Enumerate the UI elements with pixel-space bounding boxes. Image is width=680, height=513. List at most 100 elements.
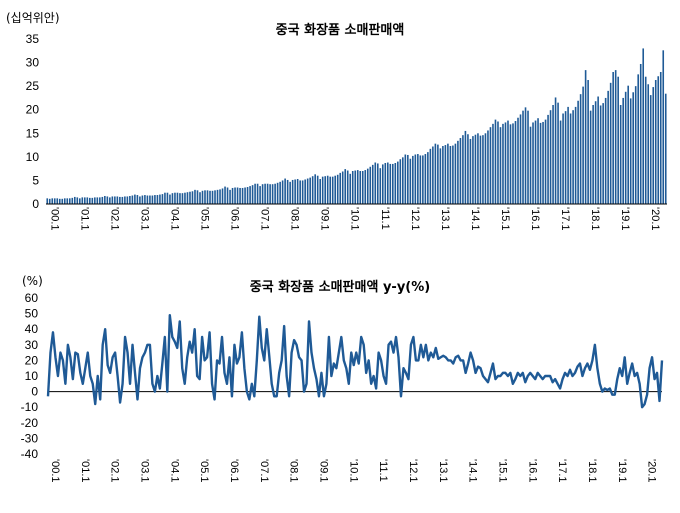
- bar: [271, 184, 274, 204]
- bar: [144, 195, 146, 204]
- x-tick-label: '16.1: [529, 207, 541, 231]
- bar: [607, 90, 609, 204]
- bar: [141, 195, 144, 204]
- bar: [647, 84, 650, 204]
- bar: [299, 180, 301, 204]
- bar: [196, 190, 199, 204]
- bar: [532, 122, 534, 204]
- y-tick-label: 20: [26, 103, 40, 117]
- bar: [191, 191, 194, 204]
- bar: [534, 120, 537, 204]
- bar: [84, 197, 86, 204]
- y-tick-label: 30: [25, 338, 39, 352]
- bar: [289, 181, 291, 204]
- bar: [361, 171, 364, 204]
- bar: [124, 196, 126, 204]
- bar: [462, 135, 464, 204]
- bar: [477, 133, 479, 204]
- y-tick-label: -20: [21, 416, 39, 430]
- bar: [324, 176, 326, 204]
- bar: [309, 177, 311, 204]
- bar: [587, 80, 589, 204]
- bar: [459, 138, 462, 204]
- bar: [419, 155, 422, 204]
- bar: [407, 154, 409, 204]
- x-tick-label: '10.1: [347, 459, 359, 483]
- y-tick-label: 0: [32, 197, 39, 211]
- x-tick-label: '11.1: [377, 459, 389, 482]
- bar-series: [46, 48, 667, 205]
- y-tick-label: 35: [26, 32, 40, 46]
- x-tick-label: '08.1: [288, 459, 300, 483]
- bar: [139, 196, 141, 204]
- bar: [206, 190, 209, 204]
- x-tick-label: '06.1: [228, 459, 240, 483]
- bar: [154, 195, 156, 204]
- bar: [279, 181, 281, 204]
- bar: [384, 162, 387, 204]
- bar: [61, 198, 64, 204]
- bar: [542, 121, 544, 204]
- bar: [569, 113, 572, 204]
- bar: [241, 187, 244, 204]
- bar: [186, 192, 189, 204]
- x-tick-label: '10.1: [349, 207, 361, 231]
- bar: [89, 197, 91, 204]
- bar: [564, 111, 567, 204]
- bar: [554, 97, 557, 204]
- bar: [201, 190, 204, 204]
- y-tick-label: -30: [21, 431, 39, 445]
- bar: [622, 97, 624, 204]
- x-tick-label: '12.1: [409, 207, 421, 231]
- bar: [597, 96, 599, 204]
- bar: [159, 194, 161, 204]
- bar: [417, 154, 419, 204]
- bar: [537, 118, 539, 204]
- bar: [502, 123, 504, 204]
- chart-title: 중국 화장품 소매판매액: [276, 22, 405, 38]
- bar: [494, 119, 497, 204]
- bar: [612, 72, 614, 204]
- bar: [379, 168, 382, 204]
- bar: [276, 182, 279, 204]
- x-tick-label: '06.1: [229, 207, 241, 231]
- bar: [492, 123, 494, 204]
- x-tick-label: '18.1: [589, 207, 601, 231]
- bar: [304, 179, 306, 204]
- bar: [94, 197, 96, 204]
- bar: [286, 179, 289, 204]
- bar: [499, 127, 502, 204]
- bar: [336, 174, 339, 204]
- y-tick-label: 15: [26, 126, 40, 140]
- x-tick-label: '04.1: [168, 459, 180, 483]
- bar: [444, 145, 447, 204]
- chart-title: 중국 화장품 소매판매액 y-y(%): [250, 279, 430, 295]
- yoy-growth-line: [46, 313, 664, 409]
- bar: [164, 192, 166, 204]
- bar: [504, 122, 507, 204]
- bar: [301, 180, 304, 204]
- y-axis-unit-label: (%): [22, 274, 43, 288]
- bar: [234, 187, 236, 204]
- bar: [434, 143, 437, 204]
- bar: [269, 184, 271, 204]
- bar: [522, 110, 524, 204]
- bar: [422, 155, 424, 204]
- bar: [371, 164, 374, 204]
- bar: [256, 183, 259, 204]
- bar: [479, 135, 482, 204]
- x-tick-label: '12.1: [407, 459, 419, 483]
- bar: [624, 91, 627, 204]
- y-tick-label: -10: [21, 400, 39, 414]
- bar: [176, 192, 179, 204]
- bar: [364, 170, 367, 204]
- x-tick-label: '14.1: [467, 459, 479, 483]
- bar: [642, 48, 645, 205]
- bar: [519, 114, 522, 204]
- x-tick-label: '05.1: [198, 207, 210, 231]
- bar: [487, 130, 489, 204]
- bar: [266, 183, 269, 204]
- bar: [53, 198, 56, 204]
- bar: [264, 183, 266, 204]
- x-tick-label: '01.1: [78, 207, 90, 231]
